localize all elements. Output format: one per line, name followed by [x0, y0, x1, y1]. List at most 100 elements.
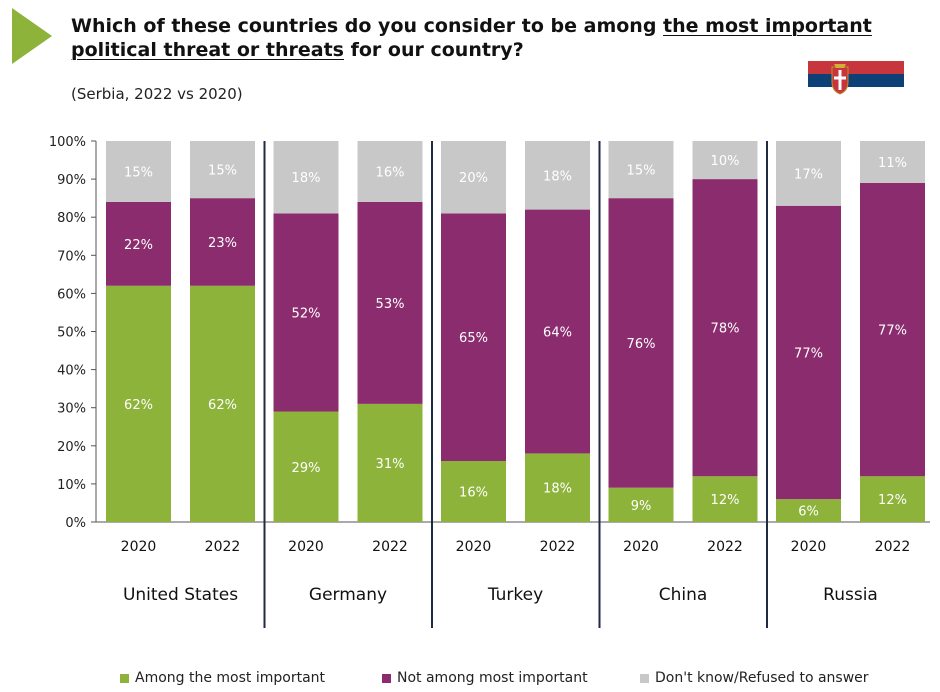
data-label-dont-know: 15%: [124, 165, 153, 180]
bar-segment-dont-know: [273, 141, 339, 214]
bar-segment-not-important: [776, 205, 841, 500]
x-tick-label: 2022: [540, 539, 576, 555]
group-label: United States: [123, 585, 238, 605]
x-tick-label: 2022: [875, 539, 911, 555]
legend-item-not-important: Not among most important: [382, 670, 588, 686]
legend-label-dont-know: Don't know/Refused to answer: [655, 670, 869, 686]
data-label-dont-know: 20%: [459, 171, 488, 186]
bar-segment-important: [357, 403, 423, 522]
y-tick-label: 60%: [57, 287, 86, 302]
legend-swatch-important: [120, 673, 129, 683]
data-label-not-important: 64%: [543, 326, 572, 341]
data-label-not-important: 78%: [711, 322, 740, 337]
chart-subtitle: (Serbia, 2022 vs 2020): [71, 85, 243, 103]
bar-segment-dont-know: [525, 141, 590, 210]
y-tick-label: 50%: [57, 326, 86, 341]
data-label-important: 31%: [376, 457, 405, 472]
data-label-important: 29%: [292, 461, 321, 476]
bar-segment-dont-know: [441, 141, 506, 214]
x-tick-label: 2022: [205, 539, 241, 555]
data-label-dont-know: 18%: [543, 169, 572, 184]
data-label-important: 18%: [543, 482, 572, 497]
data-label-not-important: 77%: [794, 346, 823, 361]
bar-segment-important: [190, 285, 255, 522]
bar-segment-important: [525, 453, 590, 522]
legend-label-not-important: Not among most important: [397, 670, 588, 686]
y-tick-label: 10%: [57, 478, 86, 493]
legend-label-important: Among the most important: [135, 670, 326, 686]
bar-segment-not-important: [692, 179, 758, 477]
bar-segment-not-important: [190, 198, 255, 286]
y-tick-label: 20%: [57, 440, 86, 455]
data-label-dont-know: 11%: [878, 156, 907, 171]
x-tick-label: 2020: [456, 539, 492, 555]
data-label-not-important: 65%: [459, 331, 488, 346]
bar-segment-not-important: [608, 198, 674, 488]
data-label-not-important: 76%: [627, 337, 656, 352]
bar-segment-dont-know: [106, 141, 171, 202]
bar-segment-dont-know: [190, 141, 255, 199]
legend-swatch-not-important: [382, 673, 391, 683]
bar-segment-dont-know: [357, 141, 423, 202]
bar-segment-not-important: [860, 182, 925, 477]
bar-segment-not-important: [357, 201, 423, 404]
group-label: Germany: [309, 585, 387, 605]
bar-segment-not-important: [525, 209, 590, 454]
data-label-important: 12%: [711, 493, 740, 508]
data-label-important: 12%: [878, 493, 907, 508]
bar-segment-dont-know: [692, 141, 758, 180]
legend-swatch-dont-know: [640, 673, 649, 683]
data-label-important: 16%: [459, 486, 488, 501]
y-tick-label: 0%: [65, 516, 86, 531]
bar-segment-dont-know: [860, 141, 925, 183]
data-label-not-important: 53%: [376, 297, 405, 312]
x-tick-label: 2020: [623, 539, 659, 555]
y-tick-label: 40%: [57, 364, 86, 379]
title-part-4: for our country?: [344, 39, 524, 61]
bar-segment-dont-know: [608, 141, 674, 199]
data-label-important: 6%: [798, 505, 819, 520]
chart-title: Which of these countries do you consider…: [71, 14, 891, 62]
x-tick-label: 2022: [372, 539, 408, 555]
group-label: Russia: [823, 585, 878, 605]
y-tick-label: 30%: [57, 402, 86, 417]
title-part-2: the most important: [663, 15, 872, 37]
group-label: China: [659, 585, 708, 605]
title-part-1: Which of these countries do you consider…: [71, 15, 664, 37]
data-label-not-important: 23%: [208, 236, 237, 251]
bar-segment-important: [776, 499, 841, 522]
bar-segment-important: [106, 285, 171, 522]
data-label-dont-know: 17%: [794, 167, 823, 182]
data-label-not-important: 22%: [124, 238, 153, 253]
bar-segment-important: [692, 476, 758, 522]
legend-item-dont-know: Don't know/Refused to answer: [640, 670, 869, 686]
x-tick-label: 2020: [288, 539, 324, 555]
bar-segment-important: [273, 411, 339, 522]
bar-segment-not-important: [441, 213, 506, 462]
data-label-dont-know: 16%: [376, 165, 405, 180]
group-label: Turkey: [487, 585, 543, 605]
green-triangle-icon: [12, 8, 52, 64]
bar-segment-not-important: [273, 213, 339, 412]
x-tick-label: 2022: [707, 539, 743, 555]
y-tick-label: 70%: [57, 249, 86, 264]
data-label-dont-know: 15%: [208, 164, 237, 179]
serbia-flag-icon: [808, 61, 904, 100]
bar-segment-not-important: [106, 201, 171, 286]
data-label-dont-know: 18%: [292, 171, 321, 186]
data-label-not-important: 52%: [292, 306, 321, 321]
bar-segment-important: [441, 461, 506, 522]
data-label-dont-know: 10%: [711, 154, 740, 169]
x-tick-label: 2020: [121, 539, 157, 555]
data-label-not-important: 77%: [878, 324, 907, 339]
bar-segment-important: [860, 476, 925, 522]
bar-segment-important: [608, 487, 674, 522]
bar-segment-dont-know: [776, 141, 841, 206]
y-tick-label: 100%: [49, 135, 86, 150]
data-label-important: 62%: [124, 398, 153, 413]
legend-item-important: Among the most important: [120, 670, 325, 686]
title-part-3: political threat or threats: [71, 39, 344, 61]
y-tick-label: 90%: [57, 173, 86, 188]
y-tick-label: 80%: [57, 211, 86, 226]
